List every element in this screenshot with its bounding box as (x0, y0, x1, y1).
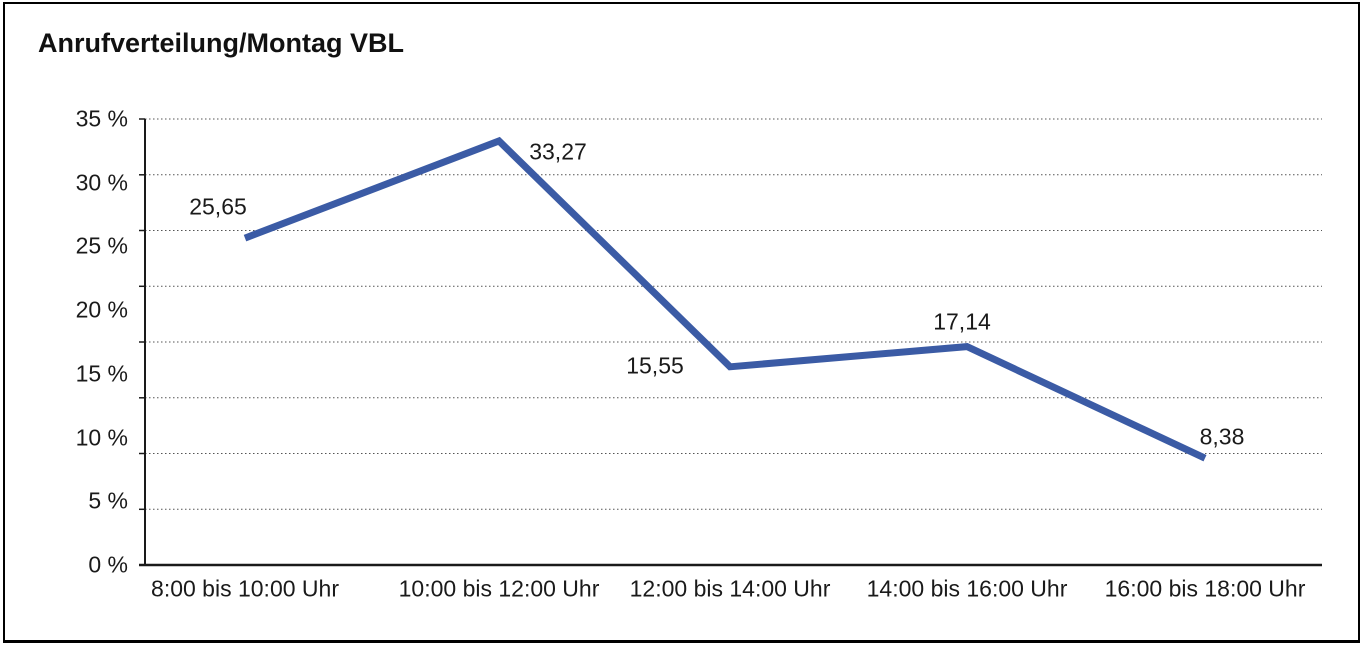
y-axis-label: 0 % (88, 551, 128, 578)
y-axis-label: 10 % (75, 424, 128, 451)
data-label: 33,27 (529, 138, 587, 165)
data-label: 15,55 (626, 352, 684, 379)
x-axis-label: 10:00 bis 12:00 Uhr (398, 575, 600, 602)
data-label: 25,65 (189, 193, 247, 220)
y-axis-label: 25 % (75, 232, 128, 259)
data-label: 17,14 (933, 308, 991, 335)
chart-title: Anrufverteilung/Montag VBL (38, 28, 404, 58)
x-axis-label: 14:00 bis 16:00 Uhr (866, 575, 1068, 602)
series-line (243, 136, 1207, 462)
y-axis-label: 30 % (75, 169, 128, 196)
y-axis-label: 5 % (88, 487, 128, 514)
y-axis-label: 15 % (75, 360, 128, 387)
x-axis-label: 16:00 bis 18:00 Uhr (1104, 575, 1306, 602)
y-axis-label: 20 % (75, 296, 128, 323)
data-label: 8,38 (1199, 423, 1245, 450)
x-axis-label: 12:00 bis 14:00 Uhr (629, 575, 831, 602)
y-axis-label: 35 % (75, 105, 128, 132)
chart-outer-frame (3, 2, 1360, 643)
x-axis-label: 8:00 bis 10:00 Uhr (151, 575, 339, 602)
